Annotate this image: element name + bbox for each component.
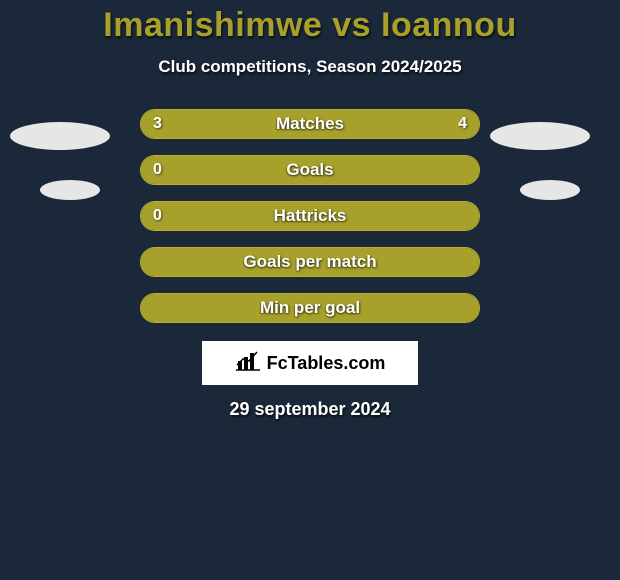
vs-separator: vs bbox=[322, 6, 381, 44]
stat-label: Goals per match bbox=[141, 248, 479, 276]
stat-value-left: 3 bbox=[153, 110, 162, 138]
stat-row: Min per goal bbox=[140, 293, 480, 323]
page-title: Imanishimwe vs Ioannou bbox=[0, 0, 620, 45]
stat-value-right: 4 bbox=[458, 110, 467, 138]
bar-chart-icon bbox=[235, 351, 261, 376]
stats-block: Matches34Goals0Hattricks0Goals per match… bbox=[140, 109, 480, 323]
stat-label: Min per goal bbox=[141, 294, 479, 322]
logo-text: FcTables.com bbox=[267, 353, 386, 374]
infographic-root: Imanishimwe vs Ioannou Club competitions… bbox=[0, 0, 620, 580]
snapshot-date: 29 september 2024 bbox=[0, 399, 620, 420]
player-right-name: Ioannou bbox=[381, 6, 517, 44]
stat-label: Hattricks bbox=[141, 202, 479, 230]
logo-inner: FcTables.com bbox=[235, 351, 386, 376]
stat-row: Goals per match bbox=[140, 247, 480, 277]
player-left-club-logo bbox=[40, 180, 100, 200]
stat-row: Matches3 4 bbox=[140, 109, 480, 139]
stat-value-left: 0 bbox=[153, 202, 162, 230]
player-right-club-logo bbox=[520, 180, 580, 200]
stat-row: Goals0 bbox=[140, 155, 480, 185]
source-logo: FcTables.com bbox=[202, 341, 418, 385]
stat-value-left: 0 bbox=[153, 156, 162, 184]
subtitle: Club competitions, Season 2024/2025 bbox=[0, 57, 620, 77]
player-left-avatar bbox=[10, 122, 110, 150]
player-left-name: Imanishimwe bbox=[103, 6, 322, 44]
stat-row: Hattricks0 bbox=[140, 201, 480, 231]
player-right-avatar bbox=[490, 122, 590, 150]
stat-label: Goals bbox=[141, 156, 479, 184]
stat-label: Matches bbox=[141, 110, 479, 138]
